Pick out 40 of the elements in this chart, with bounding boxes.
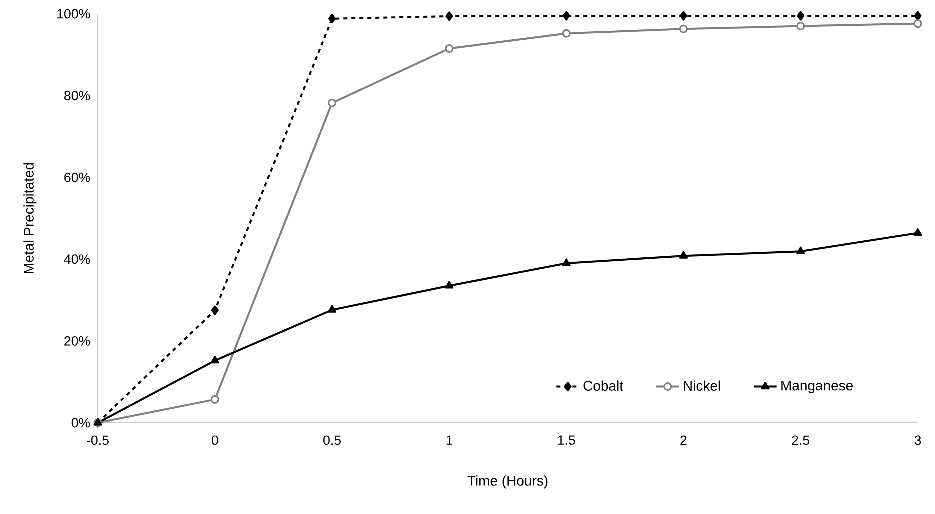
y-tick-label: 20% xyxy=(64,336,90,346)
legend-label: Nickel xyxy=(684,380,720,392)
point xyxy=(562,29,571,38)
legend-label: Manganese xyxy=(782,380,854,394)
point xyxy=(562,11,570,21)
point xyxy=(562,258,571,266)
point xyxy=(445,44,454,54)
point xyxy=(445,281,454,289)
x-tick-label: 2.5 xyxy=(792,436,810,446)
x-tick-label: 2 xyxy=(680,436,687,446)
point xyxy=(328,14,336,24)
point xyxy=(914,11,922,21)
x-tick-label: 3 xyxy=(914,436,922,446)
x-tick-label: 1 xyxy=(446,436,452,445)
y-tick-label: 0% xyxy=(72,418,90,428)
y-tick-label: 100% xyxy=(58,9,90,19)
point xyxy=(680,11,688,21)
point xyxy=(210,356,220,364)
x-tick-label: 0.5 xyxy=(324,436,341,446)
point xyxy=(797,11,805,21)
y-tick-label: 80% xyxy=(64,91,90,101)
y-tick-label: 40% xyxy=(64,254,90,264)
point xyxy=(796,22,806,31)
x-axis-title: Time (Hours) xyxy=(468,476,548,489)
point xyxy=(914,228,922,236)
y-tick-label: 60% xyxy=(64,172,90,182)
point xyxy=(914,20,922,28)
x-tick-label: 1.5 xyxy=(558,436,576,446)
legend-label: Cobalt xyxy=(584,380,624,392)
point xyxy=(446,12,454,22)
point xyxy=(328,305,337,313)
y-axis-title: Metal Precipitated xyxy=(24,163,37,274)
x-tick-label: -0.5 xyxy=(87,436,109,446)
point xyxy=(679,24,688,34)
point xyxy=(210,395,220,404)
point xyxy=(328,98,337,108)
x-tick-label: 0 xyxy=(212,436,218,446)
point xyxy=(211,306,219,316)
point xyxy=(679,251,688,259)
point xyxy=(796,246,806,254)
